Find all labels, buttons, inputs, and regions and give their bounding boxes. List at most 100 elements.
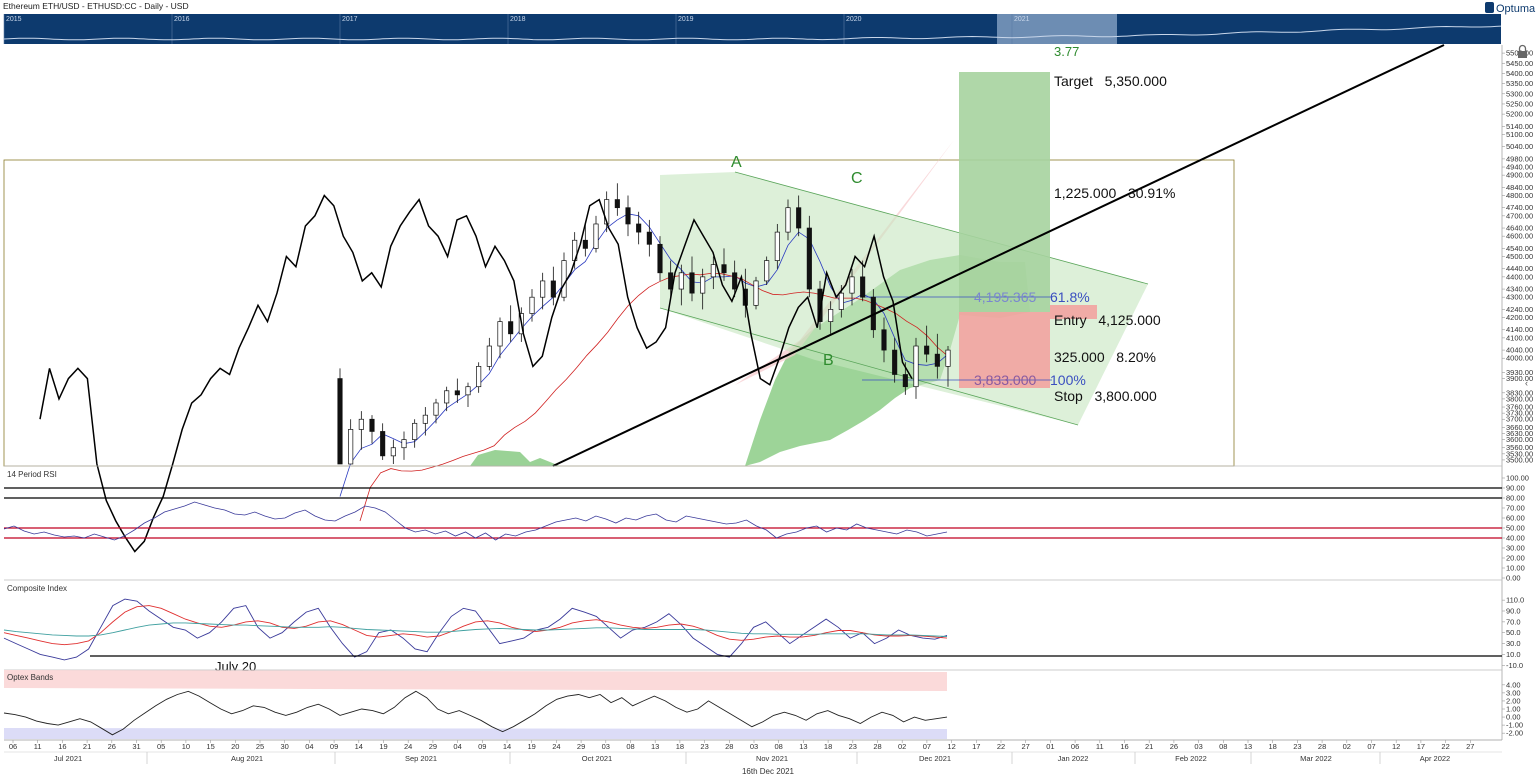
ci-tick-label: 10.0 [1506,650,1521,659]
optuma-brand: Optuma [1496,3,1536,15]
overview-selection-handle[interactable] [997,14,1117,44]
x-day-label: 06 [9,742,17,751]
x-day-label: 08 [1219,742,1227,751]
overview-navigator[interactable]: 2015 2016 2017 2018 2019 2020 2021 [3,14,1502,44]
x-month-label: Oct 2021 [582,754,612,763]
price-tick-label: 5300.00 [1506,89,1533,98]
target-zone[interactable] [959,72,1050,312]
price-tick-label: 4200.00 [1506,313,1533,322]
x-day-label: 27 [1022,742,1030,751]
x-month-label: Aug 2021 [231,754,263,763]
long-trendline[interactable] [552,44,1445,467]
ratio-label: 3.77 [1054,44,1079,59]
price-tick-label: 5250.00 [1506,99,1533,108]
rsi-tick-label: 70.00 [1506,504,1525,513]
optex-tick-label: 3.00 [1506,688,1521,697]
candle-body [369,418,375,432]
price-tick-label: 4140.00 [1506,325,1533,334]
price-tick-label: 4300.00 [1506,293,1533,302]
rsi-tick-label: 50.00 [1506,524,1525,533]
candle-body [849,276,855,294]
rsi-tick-label: 0.00 [1506,574,1521,583]
x-day-label: 19 [528,742,536,751]
x-day-label: 05 [157,742,165,751]
price-tick-label: 4540.00 [1506,244,1533,253]
candle-body [764,260,770,282]
lock-icon[interactable] [1518,44,1527,58]
x-day-label: 04 [305,742,313,751]
optex-tick-label: 1.00 [1506,705,1521,714]
x-day-label: 29 [577,742,585,751]
x-day-label: 04 [453,742,461,751]
wave-a-label: A [731,154,742,171]
x-month-label: Dec 2021 [919,754,951,763]
footer-date: 16th Dec 2021 [742,767,795,776]
rsi-line [3,501,948,541]
candle-body [796,207,802,229]
candle-body [828,309,834,322]
price-tick-label: 4240.00 [1506,305,1533,314]
candle-body [412,422,418,440]
x-day-label: 02 [898,742,906,751]
candle-body [774,231,780,261]
x-day-label: 17 [1417,742,1425,751]
candle-body [348,429,354,465]
x-day-label: 27 [1466,742,1474,751]
ci-tick-label: -10.0 [1506,661,1523,670]
overview-price-line [3,25,1502,41]
collapse-arrow-icon[interactable]: ‹ [1525,378,1528,388]
ci-tick-label: 50.0 [1506,628,1521,637]
candle-body [892,349,898,375]
x-day-label: 18 [824,742,832,751]
x-day-label: 15 [206,742,214,751]
optuma-logo-icon [1485,2,1494,13]
price-tick-label: 5400.00 [1506,69,1533,78]
rsi-levels [4,487,1502,539]
overview-year-label: 2015 [6,16,22,23]
stop-zone[interactable] [959,312,1050,388]
candle-body [817,288,823,322]
channel-bottom-line [659,307,1079,426]
price-tick-label: 3930.00 [1506,368,1533,377]
wave-b-label: B [823,352,834,369]
candle-body [476,366,482,388]
price-tick-label: 3600.00 [1506,435,1533,444]
fib-618-pct: 61.8% [1050,289,1090,305]
candle-body [401,439,407,449]
kijun-line [359,272,949,522]
optex-tick-label: -2.00 [1506,729,1523,738]
x-day-label: 03 [1194,742,1202,751]
candle-body [422,414,428,424]
ci-tick-label: 30.0 [1506,639,1521,648]
x-day-label: 13 [651,742,659,751]
x-month-label: Jul 2021 [54,754,82,763]
rsi-title: 14 Period RSI [7,470,57,479]
overview-year-label: 2018 [510,16,526,23]
price-tick-label: 3800.00 [1506,394,1533,403]
price-tick-label: 4700.00 [1506,211,1533,220]
x-day-label: 26 [1170,742,1178,751]
x-day-label: 18 [676,742,684,751]
x-day-label: 26 [108,742,116,751]
rsi-tick-label: 90.00 [1506,484,1525,493]
price-panel: 3.77 Target 5,350.000 1,225.000 30.91% E… [3,44,1501,553]
optuma-logo[interactable]: Optuma [1485,2,1536,15]
ci-title: Composite Index [7,584,67,593]
candle-body [689,272,695,294]
x-day-label: 08 [626,742,634,751]
x-day-label: 08 [775,742,783,751]
fib-100-pct: 100% [1050,372,1086,388]
x-day-label: 21 [83,742,91,751]
price-tick-label: 3730.00 [1506,409,1533,418]
candle-body [390,447,396,457]
x-day-label: 23 [700,742,708,751]
price-tick-label: 3830.00 [1506,388,1533,397]
price-tick-label: 4740.00 [1506,203,1533,212]
x-day-label: 10 [182,742,190,751]
rsi-tick-label: 100.00 [1506,474,1529,483]
x-day-label: 19 [379,742,387,751]
price-tick-label: 5100.00 [1506,130,1533,139]
price-tick-label: 5350.00 [1506,79,1533,88]
price-tick-label: 4000.00 [1506,354,1533,363]
